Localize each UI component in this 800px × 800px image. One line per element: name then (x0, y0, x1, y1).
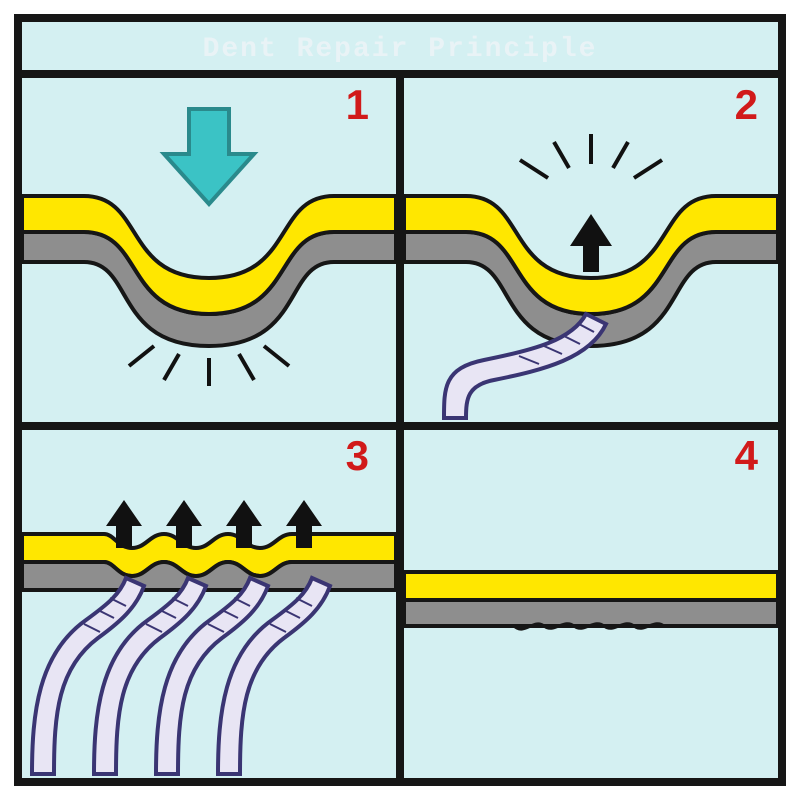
diagram-svg: Dent Repair Principle 1 2 (14, 14, 786, 786)
header: Dent Repair Principle (22, 22, 778, 74)
panel-4: 4 (404, 430, 778, 778)
panel-number-4: 4 (735, 432, 759, 479)
panel-3-bg (22, 430, 396, 778)
panel-number-3: 3 (346, 432, 369, 479)
panel-3: 3 (22, 430, 396, 778)
panel-1: 1 (22, 78, 396, 422)
panel-number-1: 1 (346, 81, 369, 128)
panel-2: 2 (404, 78, 778, 422)
panel-number-2: 2 (735, 81, 758, 128)
diagram-frame: Dent Repair Principle 1 2 (0, 0, 800, 800)
panel-4-metal (404, 600, 778, 626)
title-text: Dent Repair Principle (203, 34, 598, 65)
panel-4-yellow (404, 572, 778, 600)
